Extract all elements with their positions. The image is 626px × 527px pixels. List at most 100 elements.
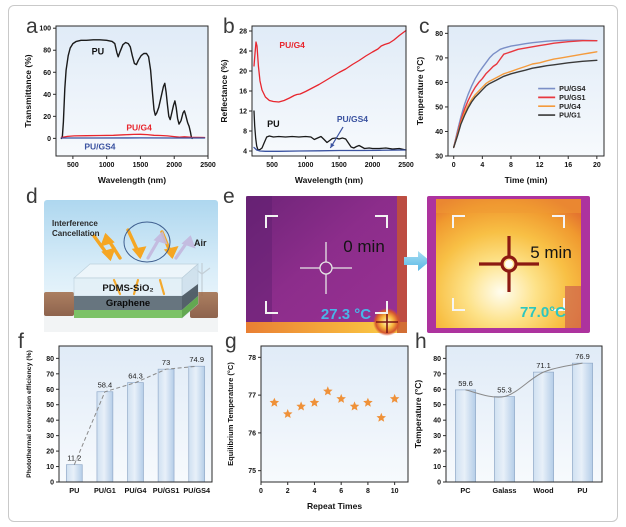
graphene-layer — [74, 296, 182, 310]
x-tick-label: 6 — [339, 488, 343, 495]
y-tick-label: 80 — [46, 356, 54, 363]
y-axis-label: Photothermal conversion efficiency (%) — [26, 350, 33, 478]
star-marker — [269, 397, 280, 407]
x-tick-label: 1500 — [331, 162, 347, 169]
plot-area — [252, 26, 406, 156]
y-tick-label: 20 — [46, 449, 54, 456]
category-label: PU/GS1 — [153, 486, 180, 495]
pdms-label: PDMS-SiO₂ — [102, 283, 153, 294]
y-tick-label: 78 — [248, 355, 256, 362]
plot-content — [60, 39, 206, 140]
bar-value-label: 11.2 — [67, 454, 81, 463]
axes-frame — [447, 25, 605, 157]
category-label: PC — [460, 486, 471, 495]
bar-PU/G1 — [96, 391, 114, 483]
x-tick-label: 16 — [564, 162, 572, 169]
panel-letter-e: e — [223, 185, 235, 208]
bar-value-label: 73 — [162, 358, 170, 367]
x-tick-label: 0 — [452, 162, 456, 169]
y-tick-label: 60 — [43, 70, 51, 77]
bar-value-label: 71.1 — [536, 361, 551, 370]
y-tick-label: 75 — [248, 468, 256, 475]
wall-left — [44, 292, 74, 316]
star-marker — [376, 412, 386, 422]
y-tick-label: 30 — [435, 154, 443, 161]
air-label: Air — [194, 238, 207, 248]
y-tick-label: 20 — [239, 69, 247, 76]
interference-label-line1: Interference — [52, 219, 98, 228]
panel-letter-c: c — [419, 15, 430, 38]
x-tick-label: 500 — [67, 162, 79, 169]
y-tick-label: 50 — [46, 402, 54, 409]
sample-slab — [73, 263, 199, 319]
time-label-before: 0 min — [343, 237, 385, 256]
y-tick-label: 40 — [46, 418, 54, 425]
y-tick-label: 76 — [248, 430, 256, 437]
y-tick-label: 80 — [43, 48, 51, 55]
series-PU/G1 — [453, 59, 598, 149]
x-tick-label: 8 — [509, 162, 513, 169]
x-tick-label: 20 — [593, 162, 601, 169]
series-label: PU/GS4 — [84, 141, 115, 151]
category-label: PU/GS4 — [183, 486, 211, 495]
svg-text:PU/G4: PU/G4 — [559, 102, 581, 111]
y-axis-label: Temperature (°C) — [413, 380, 423, 449]
star-marker — [309, 397, 320, 407]
star-marker — [296, 401, 306, 411]
bar-value-label: 59.6 — [458, 379, 473, 388]
x-tick-label: 2 — [286, 488, 290, 495]
y-tick-label: 30 — [433, 433, 441, 440]
y-tick-label: 30 — [46, 433, 54, 440]
series-PU/G4 — [60, 133, 206, 139]
bar-PU — [572, 362, 593, 483]
y-tick-label: 10 — [46, 464, 54, 471]
bar-PU/GS1 — [157, 368, 175, 483]
svg-text:PU/GS4: PU/GS4 — [559, 84, 585, 93]
y-tick-label: 20 — [433, 449, 441, 456]
bar-value-label: 55.3 — [497, 386, 512, 395]
y-tick-label: 40 — [435, 129, 443, 136]
x-axis-label: Wavelength (nm) — [98, 175, 166, 185]
y-tick-label: 0 — [50, 480, 54, 487]
y-tick-label: 80 — [435, 31, 443, 38]
x-tick-label: 2500 — [398, 162, 414, 169]
panel-letter-d: d — [26, 185, 38, 208]
plot-content — [269, 386, 400, 422]
repeatability-scatter-chart: 0 2 4 6 8 10 75 76 77 78 Repeat Times Equilibrium T… — [226, 345, 409, 511]
series-PU/GS4 — [453, 39, 598, 149]
star-marker — [389, 393, 400, 403]
panel-letter-b: b — [223, 15, 235, 38]
transmittance-chart: PU PU/G4 PU/GS4 500 1000 1500 2000 2500 0 20 40 60 8… — [23, 25, 216, 185]
y-tick-label: 40 — [433, 418, 441, 425]
interference-circle — [123, 221, 171, 263]
y-tick-label: 70 — [433, 371, 441, 378]
axes-frame — [58, 345, 213, 483]
category-label: PU/G1 — [94, 486, 116, 495]
x-tick-label: 8 — [366, 488, 370, 495]
y-tick-label: 16 — [239, 89, 247, 96]
substrate-temperature-bar-chart: 59.6 55.3 71.1 76.9 PC Galass Wood PU 0 10 20 30 40 5… — [413, 345, 603, 495]
series-label: PU/GS4 — [337, 114, 368, 124]
category-label: PU/G4 — [125, 486, 148, 495]
green-base-layer — [74, 310, 182, 318]
light-arrows — [92, 228, 196, 296]
bar-PU/G4 — [127, 382, 144, 483]
x-tick-label: 2000 — [365, 162, 381, 169]
star-marker — [349, 401, 360, 411]
crosshair — [300, 242, 352, 294]
axes-frame — [445, 345, 603, 483]
bar-PC — [455, 389, 476, 483]
y-tick-label: 100 — [39, 26, 51, 33]
panel-letter-a: a — [26, 15, 38, 38]
y-axis-label: Temperature (°C) — [415, 57, 425, 126]
y-tick-label: 28 — [239, 29, 247, 36]
graphene-label: Graphene — [106, 298, 150, 309]
x-tick-label: 1000 — [99, 162, 115, 169]
series-label: PU/G4 — [126, 123, 152, 133]
series-label: PU/G4 — [279, 40, 305, 50]
svg-text:PU/G1: PU/G1 — [559, 111, 581, 120]
y-tick-label: 0 — [47, 136, 51, 143]
